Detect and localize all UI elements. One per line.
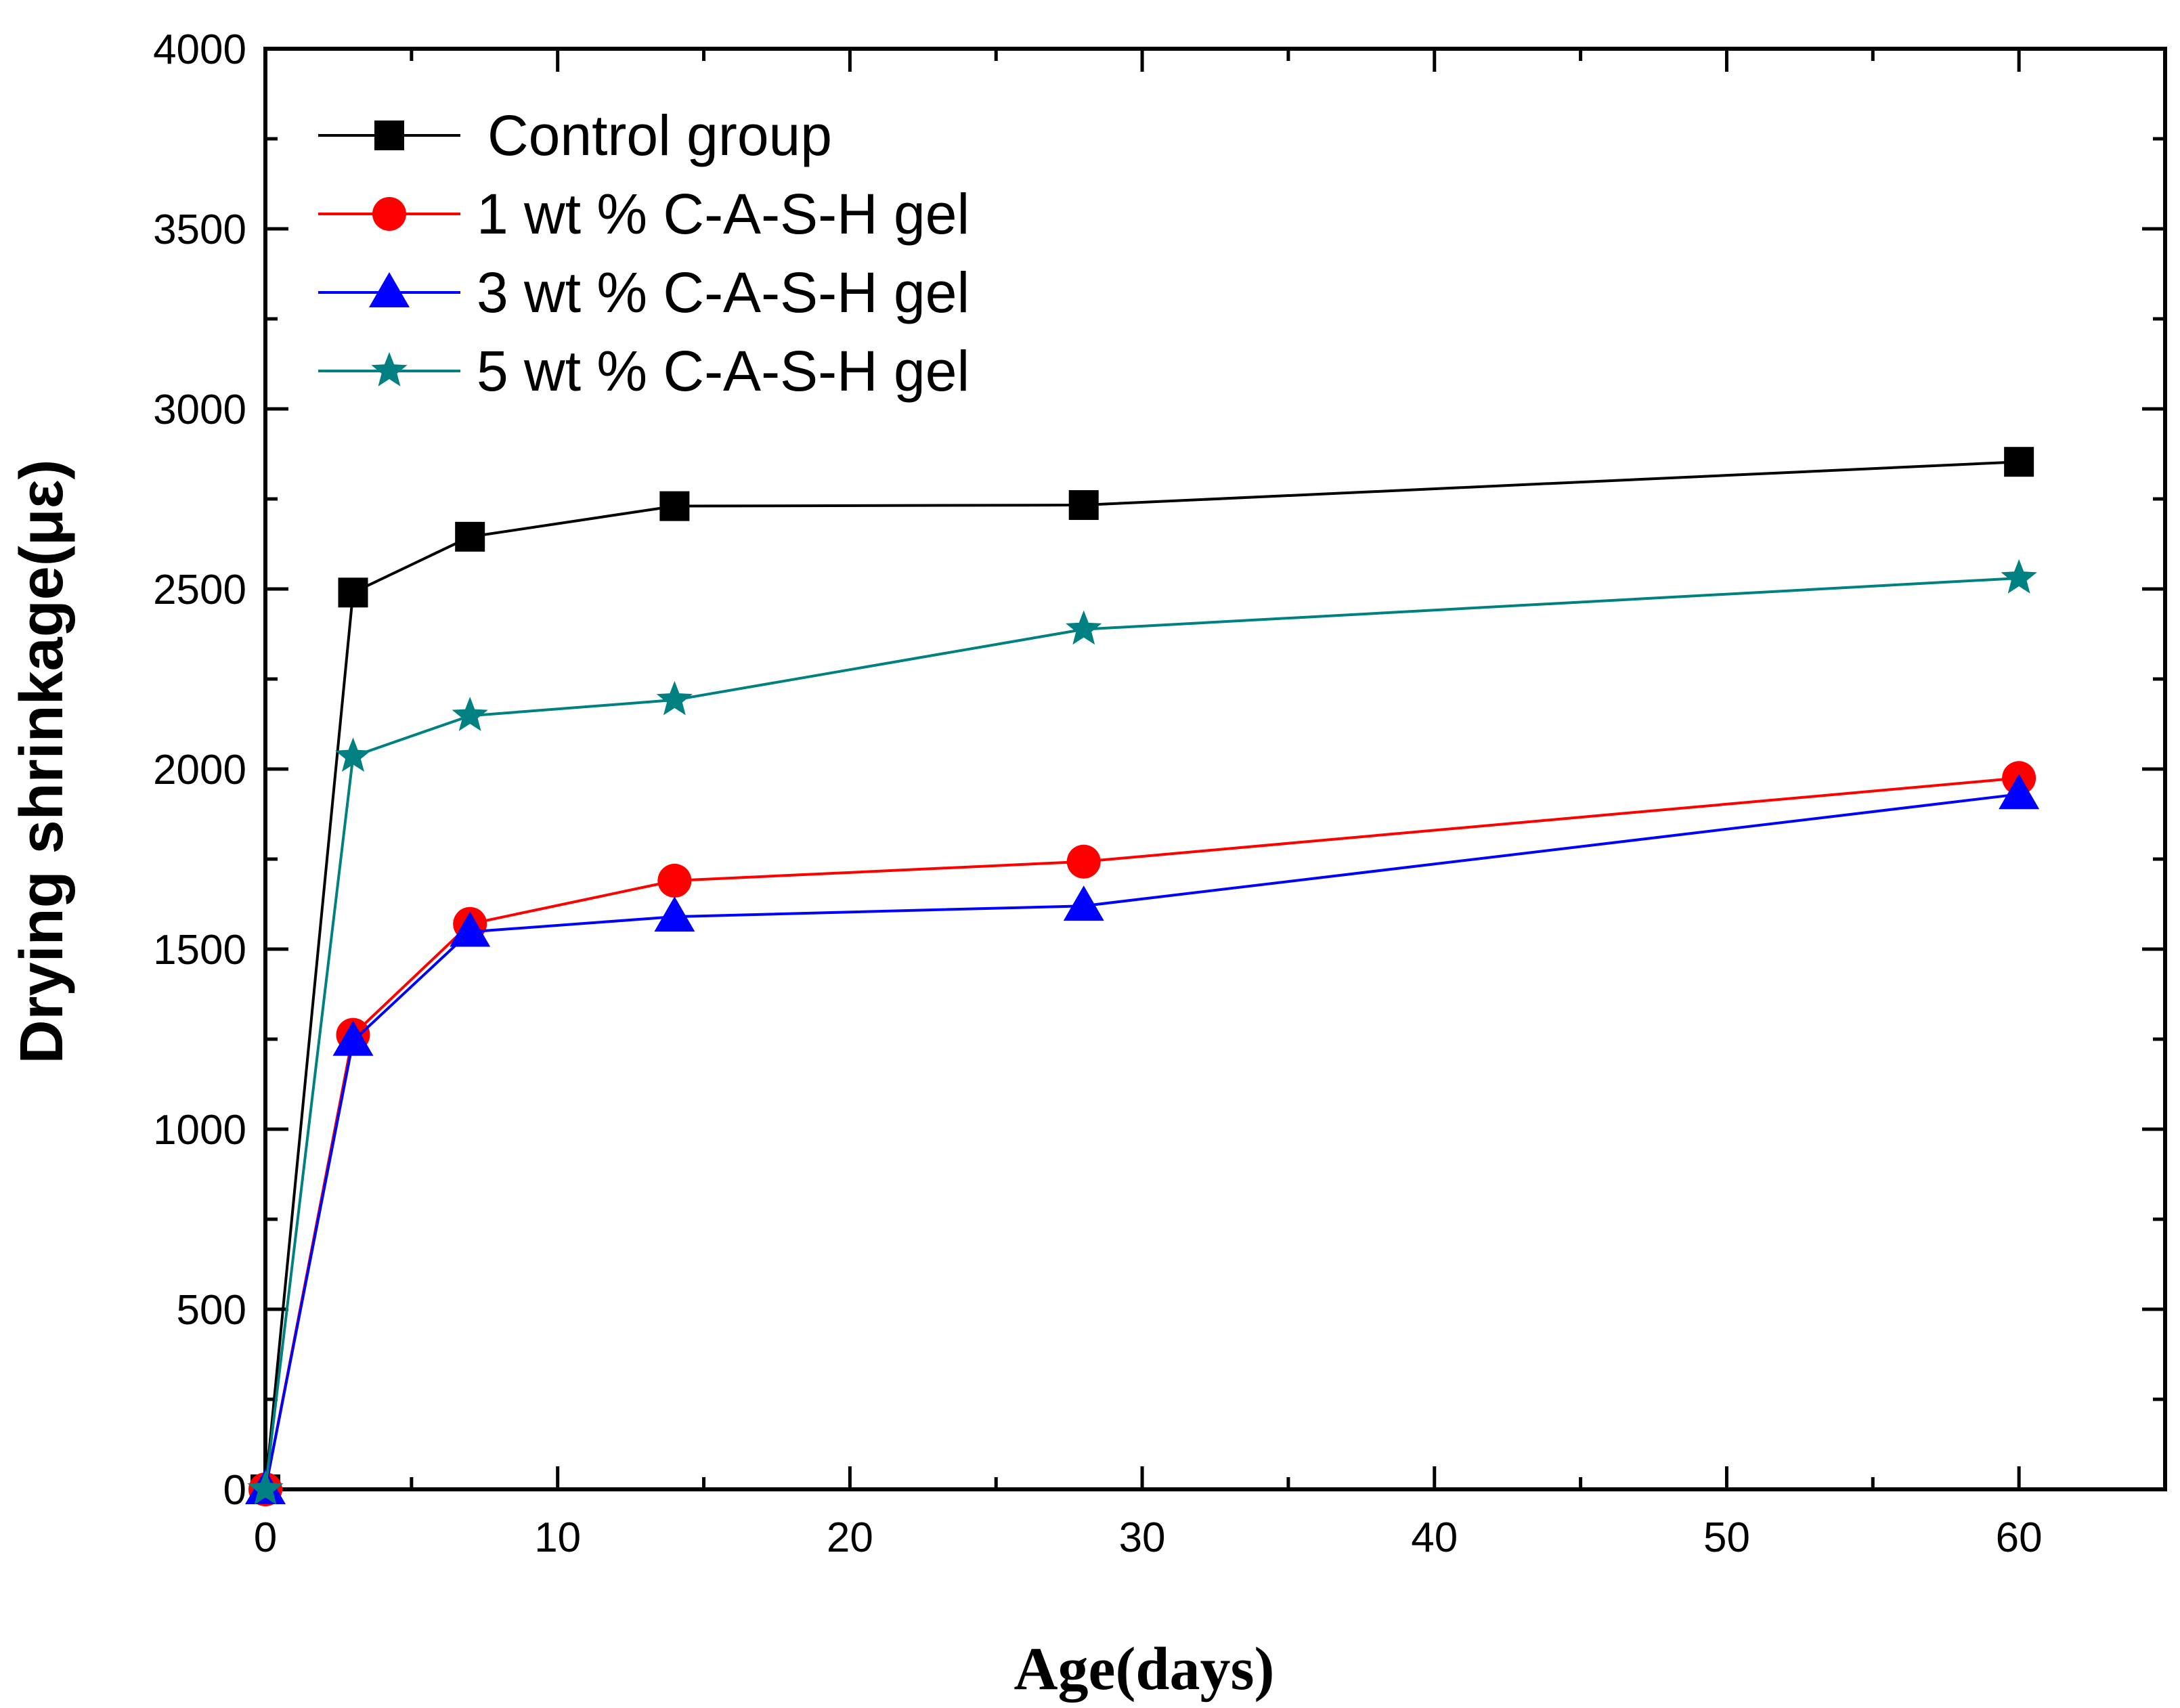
x-tick-label: 0 [254,1514,277,1561]
y-tick-label: 3000 [153,387,246,433]
y-tick-label: 4000 [153,26,246,73]
series-line [264,577,2020,1490]
legend-label: 1 wt % C-A-S-H gel [477,182,969,246]
legend-label: Control group [487,104,832,167]
legend-entry: Control group [318,104,832,167]
data-point [332,1020,374,1056]
data-point [1066,610,1102,645]
series-line [264,793,2020,1490]
x-tick-label: 10 [534,1514,581,1561]
legend-entry: 3 wt % C-A-S-H gel [318,261,969,324]
data-point [247,1470,284,1505]
legend-label: 5 wt % C-A-S-H gel [477,339,969,403]
series-line [264,460,2020,1490]
data-point [1068,490,1099,521]
series-2 [248,761,2036,1506]
data-point [338,577,368,608]
series-4 [247,559,2037,1505]
data-point [659,491,690,521]
legend-entry: 5 wt % C-A-S-H gel [318,339,969,403]
y-tick-label: 0 [223,1467,246,1514]
legend-swatch-marker [369,272,410,307]
data-point [334,737,372,772]
x-tick-label: 40 [1411,1514,1458,1561]
data-point [2001,559,2037,594]
y-tick-label: 2000 [153,747,246,793]
y-tick-label: 3500 [153,206,246,253]
data-point [452,697,488,731]
x-axis-label: Age(days) [1014,1636,1275,1703]
axes: 0 10 20 30 40 50 60 0 500 1000 1500 2000 2500 3000 350… [153,26,2167,1561]
legend-swatch-marker [371,352,408,387]
y-tick-label: 1000 [153,1107,246,1154]
legend-entry: 1 wt % C-A-S-H gel [318,182,969,246]
data-point [1066,844,1101,879]
data-point [1063,885,1104,921]
y-axis-label: Drying shrinkage(με) [8,460,76,1064]
legend-swatch-marker [374,121,404,150]
x-tick-label: 20 [827,1514,873,1561]
x-tick-label: 60 [1996,1514,2043,1561]
data-point [1999,774,2040,810]
data-point [2004,447,2034,477]
x-tick-label: 50 [1703,1514,1750,1561]
series-3 [245,774,2040,1504]
data-point [654,896,695,932]
y-tick-label: 2500 [153,567,246,613]
series-line [264,776,2020,1490]
legend-label: 3 wt % C-A-S-H gel [477,261,969,324]
data-point [455,521,485,552]
legend-swatch-marker [372,197,406,231]
data-point [656,680,693,716]
series-1 [250,447,2034,1504]
x-tick-label: 30 [1119,1514,1166,1561]
y-tick-label: 500 [177,1287,246,1334]
y-tick-label: 1500 [153,927,246,973]
series-layer [245,447,2040,1506]
data-point [450,911,491,947]
data-point [657,863,692,898]
legend: Control group 1 wt % C-A-S-H gel 3 wt % C-… [318,104,969,403]
